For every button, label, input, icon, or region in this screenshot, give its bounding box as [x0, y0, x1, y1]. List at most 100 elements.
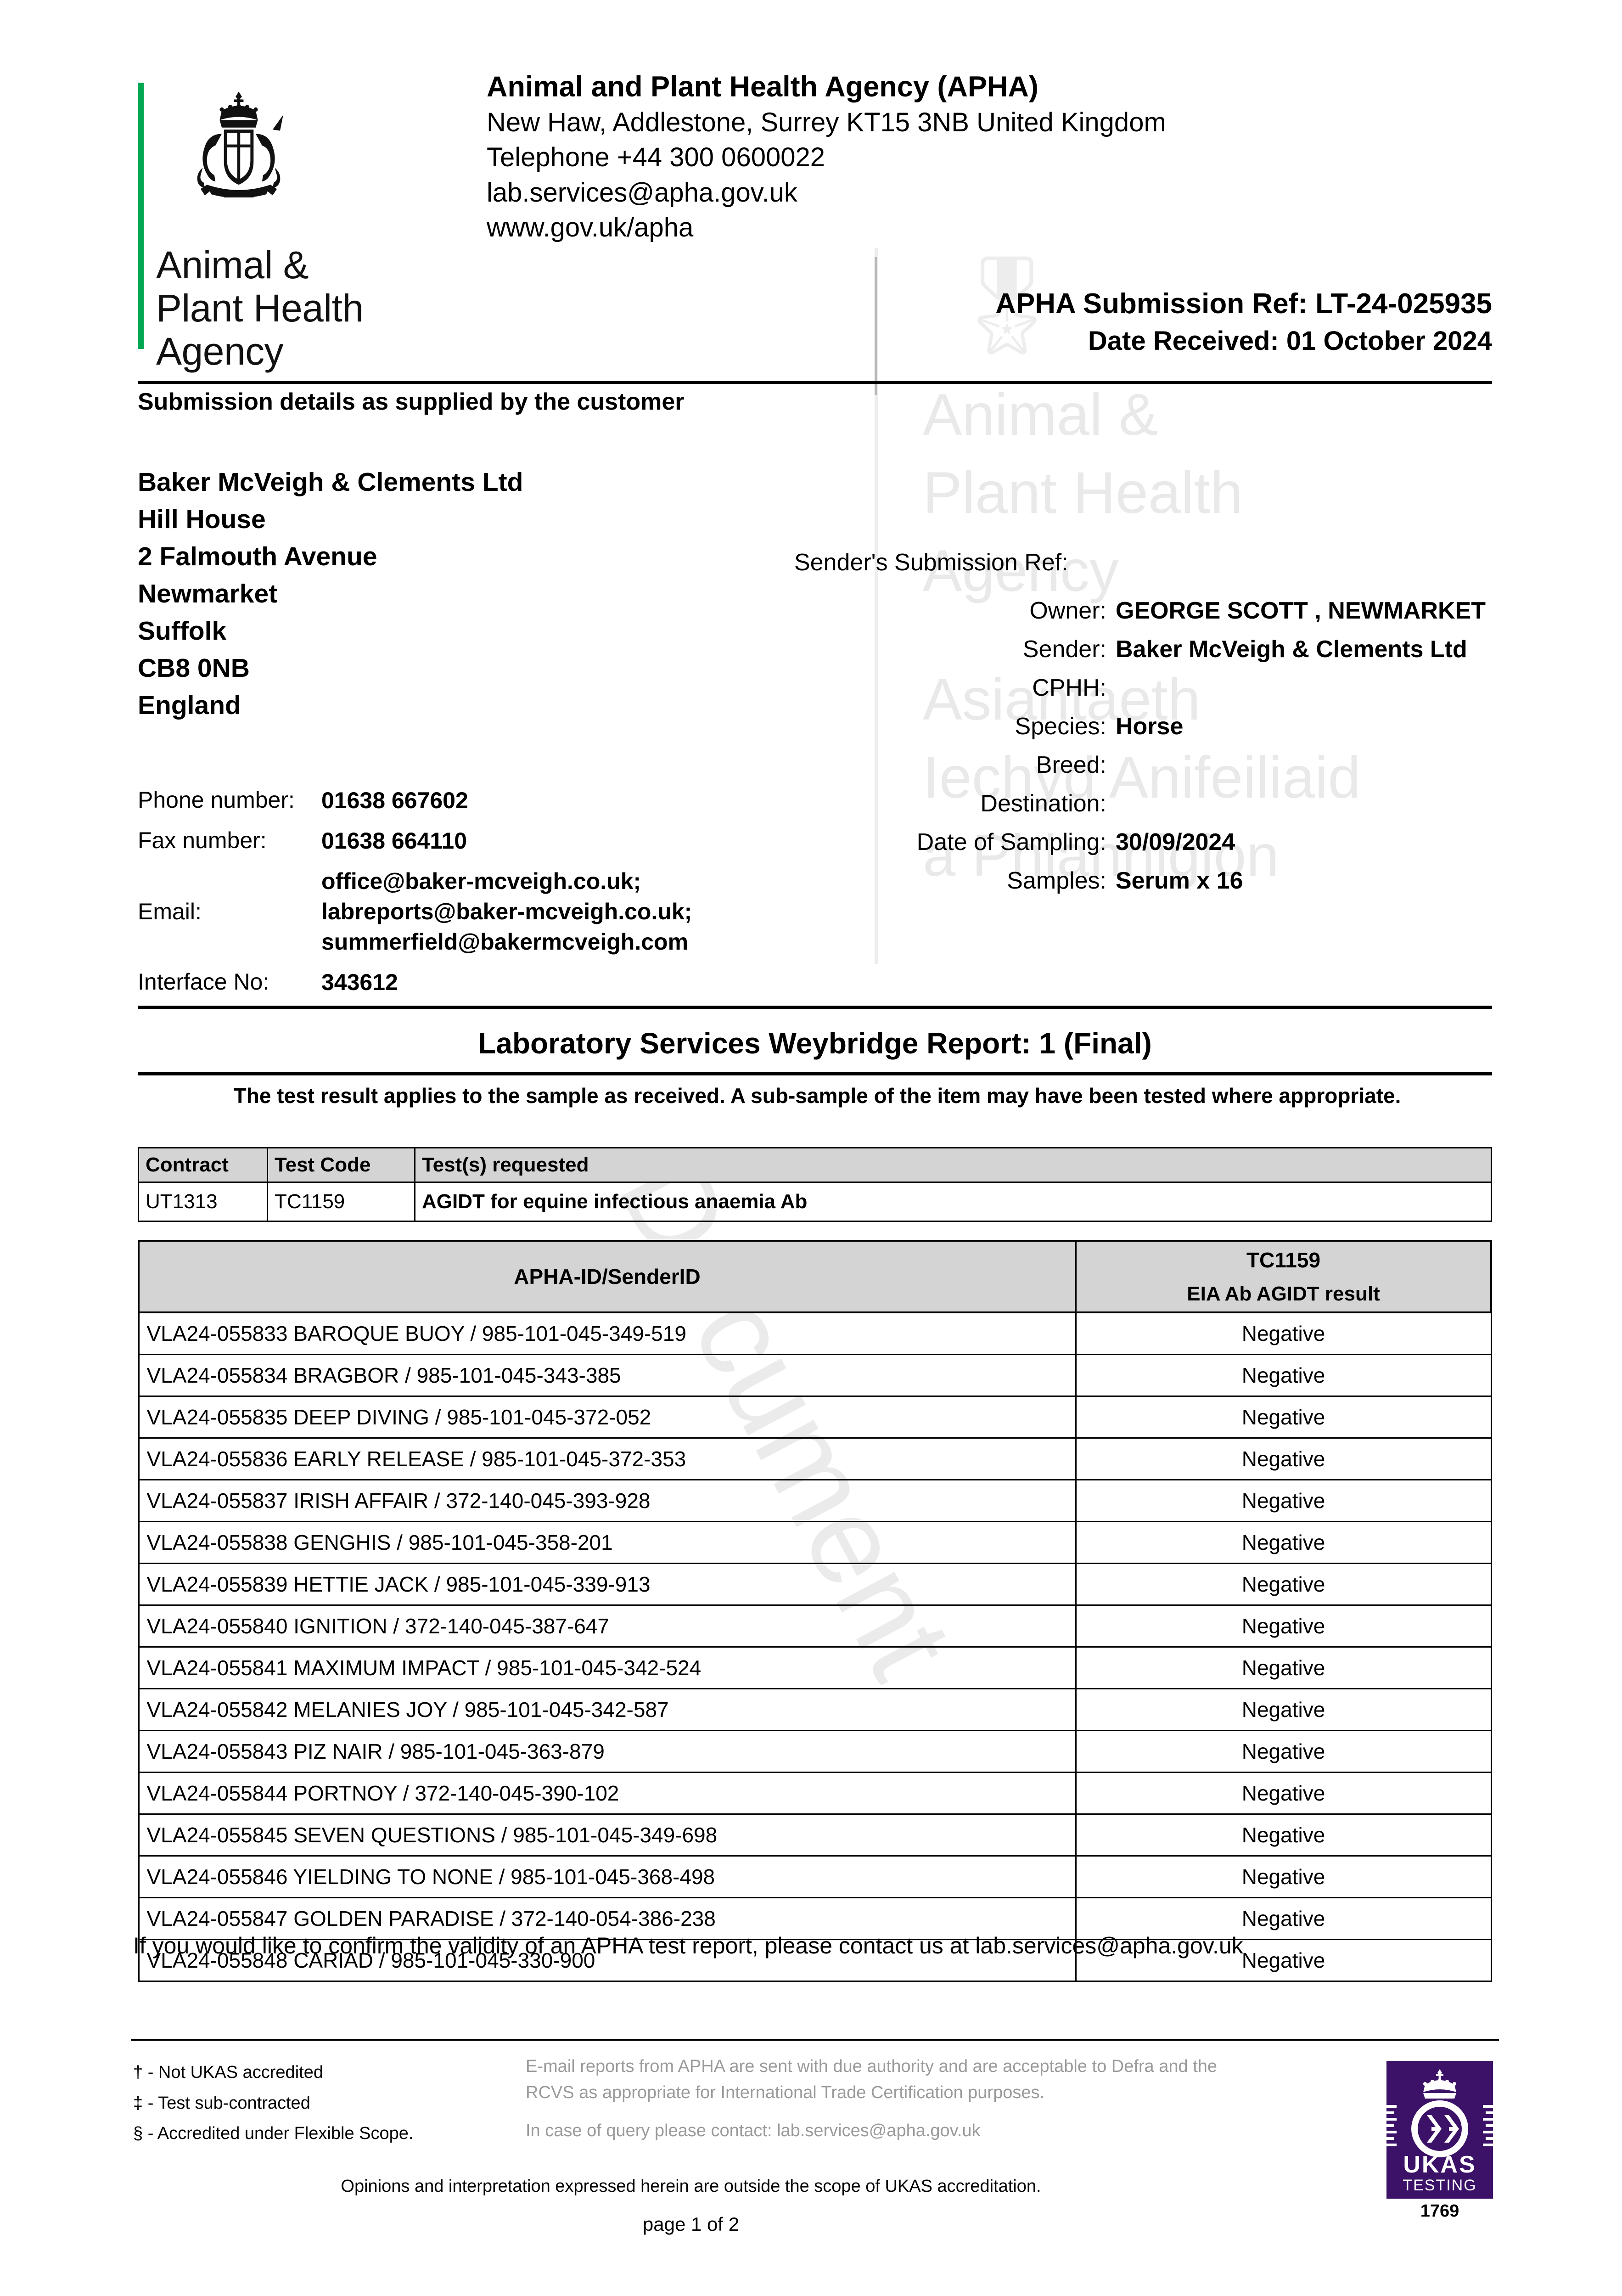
- address-line: England: [138, 690, 241, 720]
- cell-result: Negative: [1075, 1730, 1492, 1773]
- cell-result: Negative: [1075, 1396, 1492, 1439]
- report-title: Laboratory Services Weybridge Report: 1 …: [478, 1027, 1152, 1060]
- report-rule-top: [138, 1006, 1492, 1009]
- legend-not-ukas-accredited: † - Not UKAS accredited: [133, 2063, 323, 2082]
- cell-sample-id: VLA24-055847 GOLDEN PARADISE / 372-140-0…: [138, 1897, 1077, 1940]
- detail-row-date-of-sampling: Date of Sampling: 30/09/2024: [794, 828, 1492, 856]
- detail-label: Owner:: [1029, 597, 1106, 624]
- address-line: Suffolk: [138, 616, 227, 646]
- table-row: VLA24-055845 SEVEN QUESTIONS / 985-101-0…: [138, 1813, 1492, 1857]
- interface-label: Interface No:: [138, 969, 269, 995]
- customer-address: Baker McVeigh & Clements Ltd Hill House …: [138, 464, 523, 724]
- agency-email[interactable]: lab.services@apha.gov.uk: [487, 177, 797, 208]
- agency-website[interactable]: www.gov.uk/apha: [487, 213, 694, 243]
- table-row: VLA24-055838 GENGHIS / 985-101-045-358-2…: [138, 1521, 1492, 1564]
- email-value[interactable]: summerfield@bakermcveigh.com: [321, 929, 689, 955]
- agency-address: New Haw, Addlestone, Surrey KT15 3NB Uni…: [487, 107, 1166, 137]
- result-col-code: TC1159: [1246, 1248, 1321, 1272]
- cell-result: Negative: [1075, 1939, 1492, 1982]
- cell-result: Negative: [1075, 1479, 1492, 1522]
- results-header-row: APHA-ID/SenderID TC1159 EIA Ab AGIDT res…: [138, 1240, 1492, 1313]
- agency-telephone: Telephone +44 300 0600022: [487, 142, 825, 173]
- report-rule-bottom: [138, 1072, 1492, 1075]
- ukas-logo-box: UKAS TESTING: [1386, 2061, 1493, 2199]
- cell-sample-id: VLA24-055842 MELANIES JOY / 985-101-045-…: [138, 1688, 1077, 1731]
- page-number: page 1 of 2: [642, 2213, 740, 2235]
- logo-green-bar: [138, 83, 144, 349]
- submission-details-label: Submission details as supplied by the cu…: [138, 388, 685, 415]
- detail-label: Date of Sampling:: [916, 829, 1106, 855]
- cell-result: Negative: [1075, 1772, 1492, 1815]
- cell-result: Negative: [1075, 1688, 1492, 1731]
- col-contract: Contract: [138, 1147, 268, 1183]
- cell-result: Negative: [1075, 1354, 1492, 1397]
- detail-row-destination: Destination:: [794, 790, 1492, 817]
- ukas-type: TESTING: [1403, 2177, 1477, 2194]
- tests-requested-table: Contract Test Code Test(s) requested UT1…: [138, 1147, 1492, 1222]
- header-divider-vertical: [875, 257, 877, 395]
- agency-title: Animal and Plant Health Agency (APHA): [487, 71, 1038, 103]
- table-row: VLA24-055844 PORTNOY / 372-140-045-390-1…: [138, 1772, 1492, 1815]
- address-line: Baker McVeigh & Clements Ltd: [138, 467, 523, 497]
- address-line: CB8 0NB: [138, 653, 250, 683]
- cell-sample-id: VLA24-055834 BRAGBOR / 985-101-045-343-3…: [138, 1354, 1077, 1397]
- address-line: Hill House: [138, 504, 266, 534]
- senders-submission-ref-label: Sender's Submission Ref:: [794, 549, 1068, 576]
- phone-row: Phone number: 01638 667602: [138, 785, 826, 816]
- header-rule: [138, 381, 1492, 384]
- cell-result: Negative: [1075, 1521, 1492, 1564]
- table-row: VLA24-055837 IRISH AFFAIR / 372-140-045-…: [138, 1479, 1492, 1522]
- results-table: APHA-ID/SenderID TC1159 EIA Ab AGIDT res…: [138, 1240, 1492, 1982]
- table-row: VLA24-055846 YIELDING TO NONE / 985-101-…: [138, 1855, 1492, 1898]
- result-col-desc: EIA Ab AGIDT result: [1187, 1283, 1380, 1305]
- table-row: VLA24-055834 BRAGBOR / 985-101-045-343-3…: [138, 1354, 1492, 1397]
- cell-result: Negative: [1075, 1855, 1492, 1898]
- detail-label: Breed:: [1036, 752, 1106, 778]
- interface-value: 343612: [321, 969, 398, 995]
- table-row: VLA24-055843 PIZ NAIR / 985-101-045-363-…: [138, 1730, 1492, 1773]
- email-row: Email: office@baker-mcveigh.co.uk; labre…: [138, 866, 826, 957]
- detail-label: Sender:: [1022, 636, 1106, 663]
- detail-value: Baker McVeigh & Clements Ltd: [1116, 636, 1467, 663]
- table-row: UT1313 TC1159 AGIDT for equine infectiou…: [138, 1182, 1492, 1222]
- ukas-accreditation-mark: UKAS TESTING 1769: [1386, 2061, 1493, 2221]
- email-value[interactable]: office@baker-mcveigh.co.uk;: [321, 868, 641, 894]
- logo-wordmark: Animal & Plant Health Agency: [156, 243, 364, 373]
- cell-sample-id: VLA24-055845 SEVEN QUESTIONS / 985-101-0…: [138, 1813, 1077, 1857]
- col-tests-requested: Test(s) requested: [414, 1147, 1492, 1183]
- fax-label: Fax number:: [138, 827, 267, 853]
- fax-row: Fax number: 01638 664110: [138, 826, 826, 856]
- cell-sample-id: VLA24-055844 PORTNOY / 372-140-045-390-1…: [138, 1772, 1077, 1815]
- table-row: VLA24-055842 MELANIES JOY / 985-101-045-…: [138, 1688, 1492, 1731]
- table-row: VLA24-055836 EARLY RELEASE / 985-101-045…: [138, 1437, 1492, 1480]
- cell-sample-id: VLA24-055833 BAROQUE BUOY / 985-101-045-…: [138, 1311, 1077, 1355]
- detail-row-breed: Breed:: [794, 751, 1492, 779]
- phone-value: 01638 667602: [321, 788, 468, 813]
- detail-value: Horse: [1116, 713, 1184, 740]
- detail-row-species: Species: Horse: [794, 713, 1492, 740]
- cell-contract: UT1313: [138, 1182, 268, 1222]
- interface-row: Interface No: 343612: [138, 967, 826, 997]
- table-row: VLA24-055848 CARIAD / 985-101-045-330-90…: [138, 1939, 1492, 1982]
- validity-confirmation-text: If you would like to confirm the validit…: [133, 1933, 1243, 1958]
- detail-row-sender: Sender: Baker McVeigh & Clements Ltd: [794, 636, 1492, 663]
- col-apha-id-senderid: APHA-ID/SenderID: [138, 1240, 1077, 1313]
- table-row: VLA24-055841 MAXIMUM IMPACT / 985-101-04…: [138, 1646, 1492, 1689]
- cell-sample-id: VLA24-055841 MAXIMUM IMPACT / 985-101-04…: [138, 1646, 1077, 1689]
- legend-flexible-scope: § - Accredited under Flexible Scope.: [133, 2124, 414, 2143]
- cell-result: Negative: [1075, 1437, 1492, 1480]
- phone-label: Phone number:: [138, 787, 295, 813]
- cell-test-code: TC1159: [267, 1182, 415, 1222]
- cell-sample-id: VLA24-055843 PIZ NAIR / 985-101-045-363-…: [138, 1730, 1077, 1773]
- cell-result: Negative: [1075, 1813, 1492, 1857]
- date-received: Date Received: 01 October 2024: [1088, 326, 1492, 356]
- logo-line-3: Agency: [156, 330, 284, 373]
- col-test-result: TC1159 EIA Ab AGIDT result: [1075, 1240, 1492, 1313]
- address-line: 2 Falmouth Avenue: [138, 541, 377, 571]
- email-value[interactable]: labreports@baker-mcveigh.co.uk;: [321, 899, 692, 924]
- footnote-legend: † - Not UKAS accredited ‡ - Test sub-con…: [133, 2057, 413, 2149]
- cell-result: Negative: [1075, 1563, 1492, 1606]
- detail-row-owner: Owner: GEORGE SCOTT , NEWMARKET: [794, 597, 1492, 625]
- cell-sample-id: VLA24-055837 IRISH AFFAIR / 372-140-045-…: [138, 1479, 1077, 1522]
